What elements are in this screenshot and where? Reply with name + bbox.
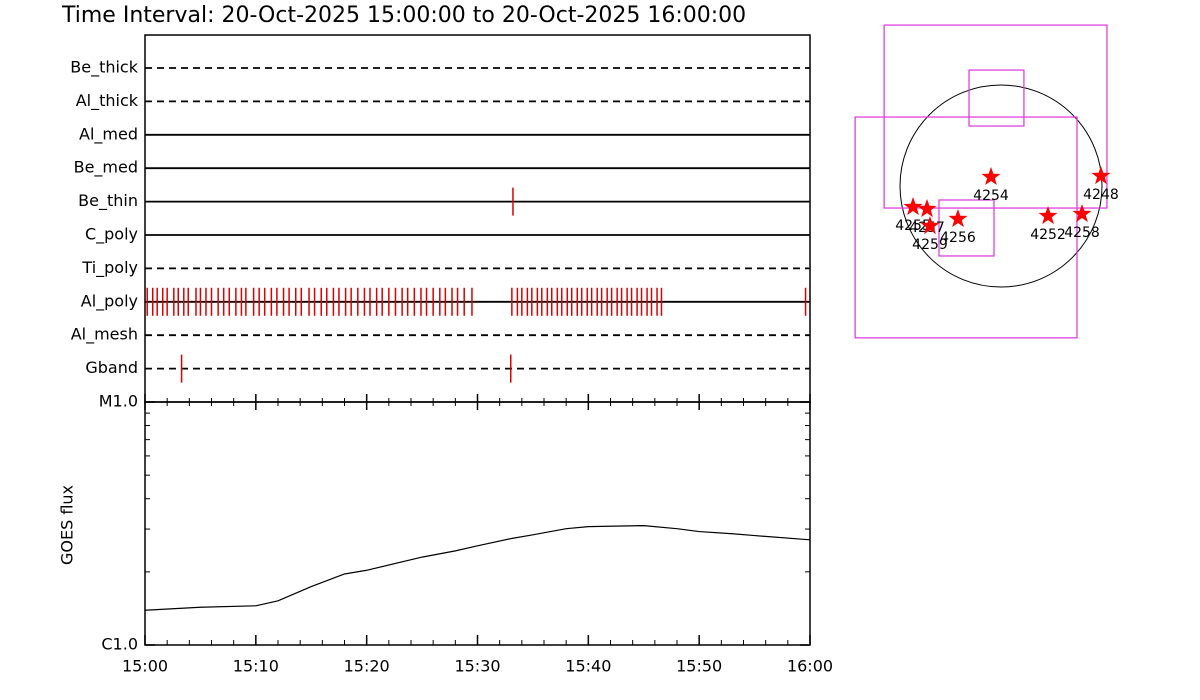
- filter-label: Al_thick: [76, 91, 139, 111]
- region-label: 4256: [940, 230, 976, 246]
- filter-label: Be_thin: [78, 191, 138, 211]
- y-tick-label: M1.0: [99, 392, 138, 411]
- fov-box: [883, 24, 1108, 209]
- solar-limb: [899, 84, 1103, 288]
- x-tick-label: 15:50: [676, 657, 722, 676]
- region-label: 4254: [973, 188, 1009, 204]
- region-label: 4259: [912, 237, 948, 253]
- region-star: [1091, 166, 1111, 185]
- filter-label: Al_med: [79, 124, 138, 144]
- region-star: [1038, 206, 1058, 225]
- fov-box: [854, 116, 1078, 339]
- fov-box: [938, 199, 995, 257]
- region-label: 4258: [1064, 225, 1100, 241]
- x-tick-label: 16:00: [787, 657, 833, 676]
- region-star: [920, 216, 940, 235]
- y-tick-label: C1.0: [101, 635, 138, 654]
- filter-label: Be_med: [74, 158, 138, 178]
- x-tick-label: 15:20: [344, 657, 390, 676]
- fov-box: [968, 69, 1025, 127]
- filter-label: C_poly: [85, 225, 138, 245]
- region-star: [1072, 204, 1092, 223]
- region-label: 4248: [1083, 187, 1119, 203]
- x-tick-label: 15:30: [454, 657, 500, 676]
- filter-label: Ti_poly: [81, 258, 138, 278]
- region-star: [981, 167, 1001, 185]
- region-star: [948, 209, 968, 228]
- filter-label: Al_mesh: [71, 325, 138, 345]
- filter-label: Be_thick: [70, 58, 138, 78]
- x-tick-label: 15:10: [233, 657, 279, 676]
- region-star: [903, 197, 923, 216]
- filter-label: Al_poly: [81, 291, 138, 311]
- title: Time Interval: 20-Oct-2025 15:00:00 to 2…: [61, 3, 746, 28]
- goes-curve: [144, 524, 811, 611]
- timeline-frame: [144, 34, 811, 403]
- x-tick-label: 15:40: [565, 657, 611, 676]
- region-label: 4255: [895, 218, 931, 234]
- goes-frame: [144, 401, 811, 646]
- region-star: [917, 199, 937, 218]
- x-tick-label: 15:00: [122, 657, 168, 676]
- filter-label: Gband: [85, 358, 138, 377]
- y-axis-label: GOES flux: [58, 485, 77, 565]
- region-label: 4252: [1030, 227, 1066, 243]
